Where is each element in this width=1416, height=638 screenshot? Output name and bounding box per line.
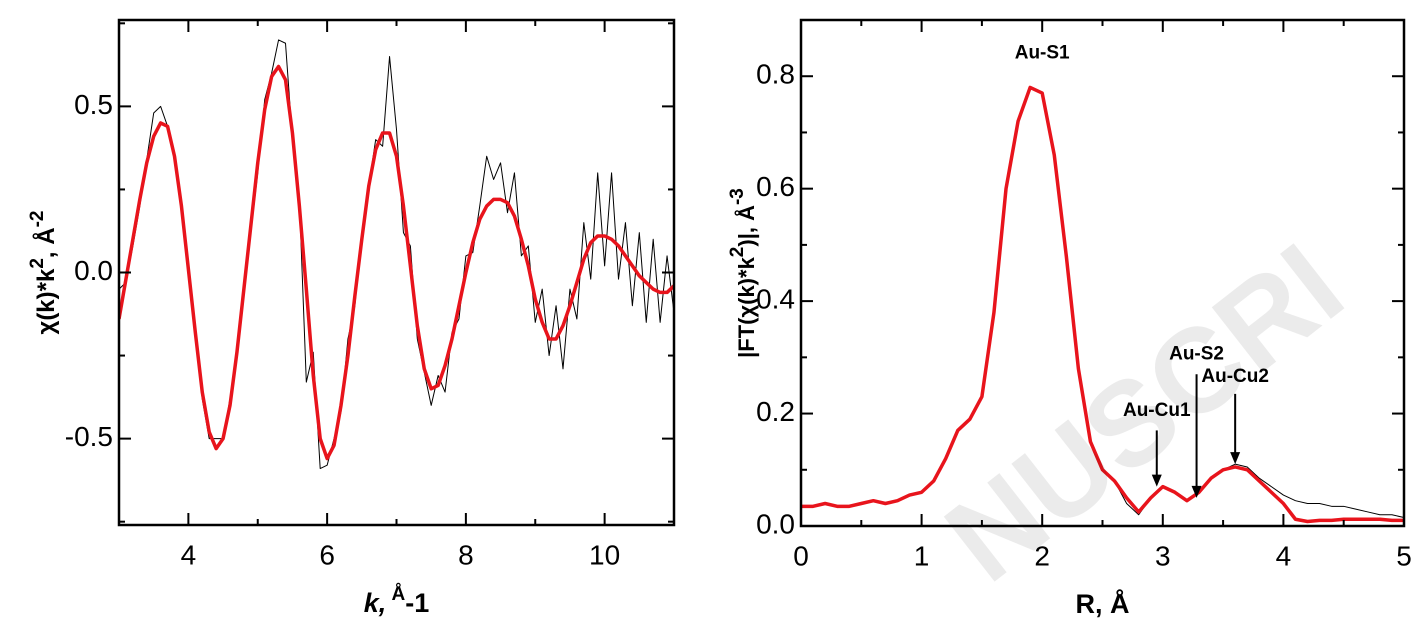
axis-label-sup: Å [386,584,405,605]
y-tick-label: -0.5 [65,421,113,452]
annotation: Au-Cu1 [1123,400,1191,421]
axis-label-sup: -2 [27,211,48,228]
axis-label-sup: -3 [727,188,748,205]
x-tick-label: 2 [1034,540,1050,571]
x-tick-label: 10 [589,539,620,570]
annotation: Au-S2 [1169,344,1224,365]
y-tick-label: 0.4 [756,284,795,315]
axis-label: |FT(χ(k)*k2)|, Å-3 [727,188,759,358]
axis-label-sup: 2 [727,247,748,258]
axis-label: k, Å-1 [364,584,430,619]
annotation-arrowhead [1191,485,1202,498]
axis-label-part: χ(k)*k [33,268,60,334]
y-tick-label: 0.2 [756,396,795,427]
x-tick-label: 5 [1396,540,1412,571]
series-line [119,64,674,461]
x-tick-label: 0 [793,540,809,571]
x-tick-label: 4 [1276,540,1292,571]
axis-label-part: -1 [405,588,429,618]
y-tick-label: 0.6 [756,171,795,202]
x-tick-label: 3 [1155,540,1171,571]
annotation-arrowhead [1230,452,1241,465]
series-line [801,85,1404,524]
x-tick-label: 8 [458,539,474,570]
axis-label-part: k, [364,588,387,618]
y-tick-label: 0.8 [756,59,795,90]
axis-label-part: )|, Å [733,205,759,247]
annotation: Au-Cu2 [1201,366,1269,387]
axis-label-part: R, Å [1076,588,1130,619]
annotation-arrowhead [1151,474,1162,487]
axis-label-sup: 2 [27,258,48,269]
x-tick-label: 6 [319,539,335,570]
axis-label: χ(k)*k2, Å-2 [27,211,61,335]
axis-label-part: , Å [32,227,60,258]
x-tick-label: 1 [914,540,930,571]
series-line [119,39,674,470]
x-tick-label: 4 [181,539,197,570]
y-tick-label: 0.0 [74,255,113,286]
y-tick-label: 0.5 [74,89,113,120]
annotation: Au-S1 [1015,43,1070,64]
y-tick-label: 0.0 [756,508,795,539]
axis-label-part: |FT(χ(k)*k [734,256,759,357]
watermark: NUSCRI [922,218,1367,607]
axis-label: R, Å [1076,588,1130,619]
